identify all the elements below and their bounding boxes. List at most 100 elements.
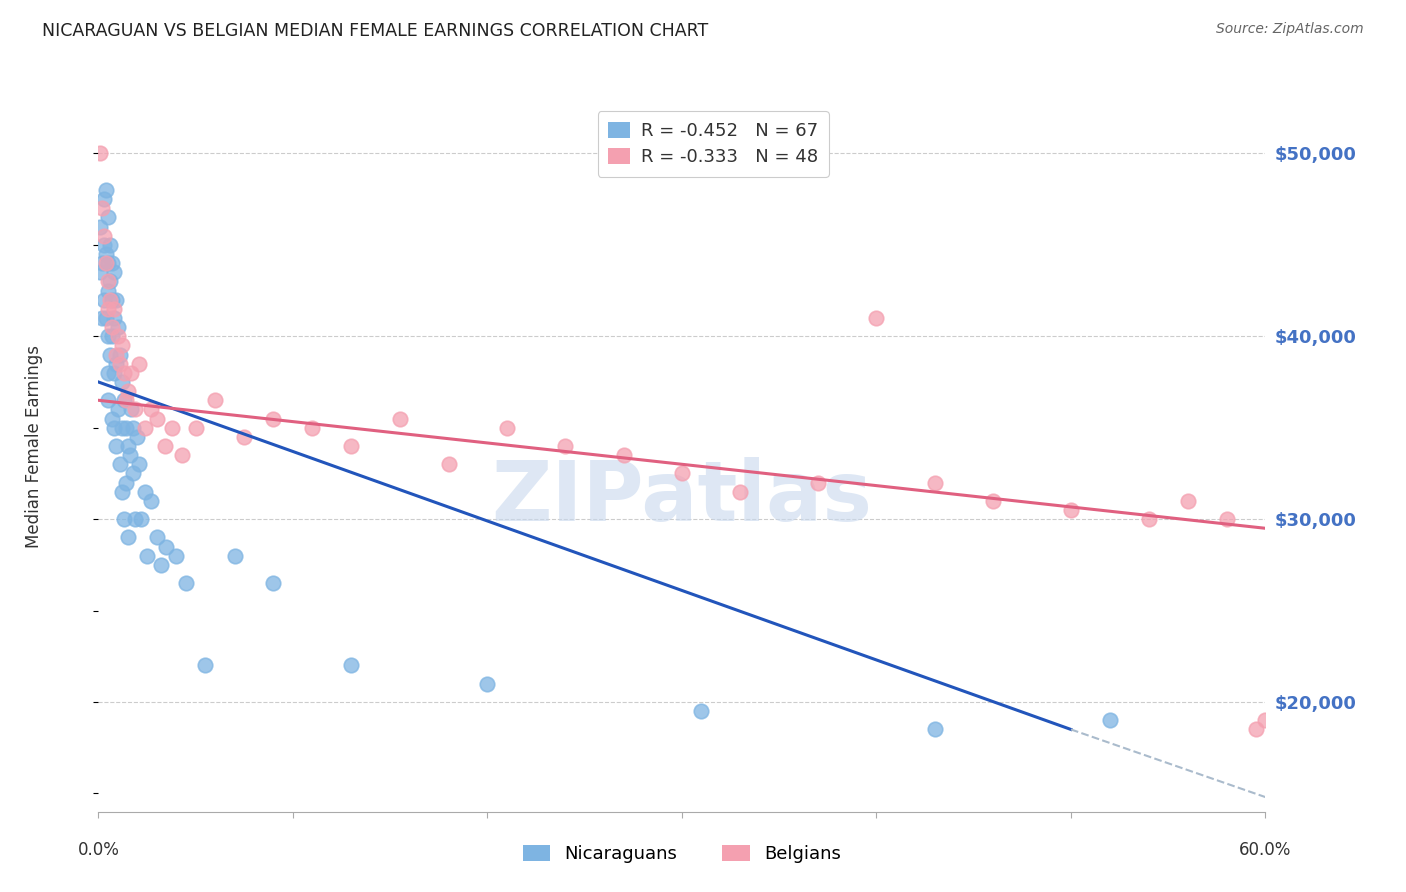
Point xyxy=(730,484,752,499)
Point xyxy=(194,658,217,673)
Point xyxy=(924,475,946,490)
Point xyxy=(170,448,193,462)
Point xyxy=(1244,723,1267,737)
Point xyxy=(111,375,134,389)
Point xyxy=(101,256,124,270)
Point xyxy=(101,320,124,334)
Text: NICARAGUAN VS BELGIAN MEDIAN FEMALE EARNINGS CORRELATION CHART: NICARAGUAN VS BELGIAN MEDIAN FEMALE EARN… xyxy=(42,22,709,40)
Point xyxy=(111,338,134,352)
Point xyxy=(111,484,134,499)
Point xyxy=(340,658,363,673)
Text: 0.0%: 0.0% xyxy=(77,841,120,859)
Point xyxy=(91,311,114,326)
Point xyxy=(89,146,111,161)
Point xyxy=(103,311,125,326)
Point xyxy=(112,512,135,526)
Point xyxy=(96,311,118,326)
Point xyxy=(122,421,145,435)
Point xyxy=(107,320,129,334)
Point xyxy=(93,192,115,206)
Point xyxy=(139,494,162,508)
Point xyxy=(1137,512,1160,526)
Point xyxy=(97,301,120,316)
Point xyxy=(107,329,129,343)
Point xyxy=(146,530,169,544)
Point xyxy=(1177,494,1199,508)
Point xyxy=(134,484,156,499)
Point xyxy=(107,402,129,417)
Point xyxy=(112,393,135,408)
Point xyxy=(153,439,176,453)
Point xyxy=(162,421,184,435)
Point xyxy=(98,238,121,252)
Point xyxy=(136,549,159,563)
Point xyxy=(97,366,120,380)
Point xyxy=(114,393,136,408)
Point xyxy=(104,439,127,453)
Point xyxy=(981,494,1004,508)
Point xyxy=(184,421,207,435)
Point xyxy=(96,247,118,261)
Point xyxy=(122,467,145,481)
Point xyxy=(340,439,363,453)
Point xyxy=(1215,512,1237,526)
Point xyxy=(101,293,124,307)
Point xyxy=(103,421,125,435)
Point xyxy=(1060,503,1083,517)
Point xyxy=(1098,714,1121,728)
Point xyxy=(671,467,693,481)
Point xyxy=(101,411,124,425)
Point xyxy=(108,348,131,362)
Point xyxy=(108,357,131,371)
Point xyxy=(97,284,120,298)
Point xyxy=(262,576,284,591)
Point xyxy=(554,439,576,453)
Point xyxy=(118,448,141,462)
Point xyxy=(96,256,118,270)
Point xyxy=(89,219,111,234)
Point xyxy=(128,357,150,371)
Point xyxy=(437,458,460,472)
Point xyxy=(117,439,139,453)
Point xyxy=(97,275,120,289)
Point xyxy=(104,357,127,371)
Point xyxy=(121,402,143,417)
Point xyxy=(388,411,411,425)
Point xyxy=(301,421,323,435)
Point xyxy=(146,411,169,425)
Point xyxy=(112,366,135,380)
Point xyxy=(93,238,115,252)
Point xyxy=(97,256,120,270)
Point xyxy=(139,402,162,417)
Point xyxy=(111,421,134,435)
Point xyxy=(97,393,120,408)
Point xyxy=(93,293,115,307)
Point xyxy=(262,411,284,425)
Point xyxy=(134,421,156,435)
Point xyxy=(165,549,187,563)
Point xyxy=(93,228,115,243)
Point xyxy=(129,512,152,526)
Point xyxy=(124,402,146,417)
Point xyxy=(97,329,120,343)
Text: ZIPatlas: ZIPatlas xyxy=(492,457,872,538)
Point xyxy=(690,704,713,718)
Point xyxy=(924,723,946,737)
Point xyxy=(98,348,121,362)
Point xyxy=(613,448,636,462)
Point xyxy=(104,293,127,307)
Point xyxy=(98,293,121,307)
Legend: Nicaraguans, Belgians: Nicaraguans, Belgians xyxy=(515,836,849,872)
Point xyxy=(121,366,143,380)
Point xyxy=(96,183,118,197)
Point xyxy=(101,329,124,343)
Point xyxy=(174,576,197,591)
Point xyxy=(155,540,177,554)
Point xyxy=(104,348,127,362)
Point xyxy=(97,211,120,225)
Point xyxy=(477,676,499,690)
Point xyxy=(204,393,226,408)
Point xyxy=(108,458,131,472)
Point xyxy=(89,265,111,279)
Point xyxy=(865,311,887,326)
